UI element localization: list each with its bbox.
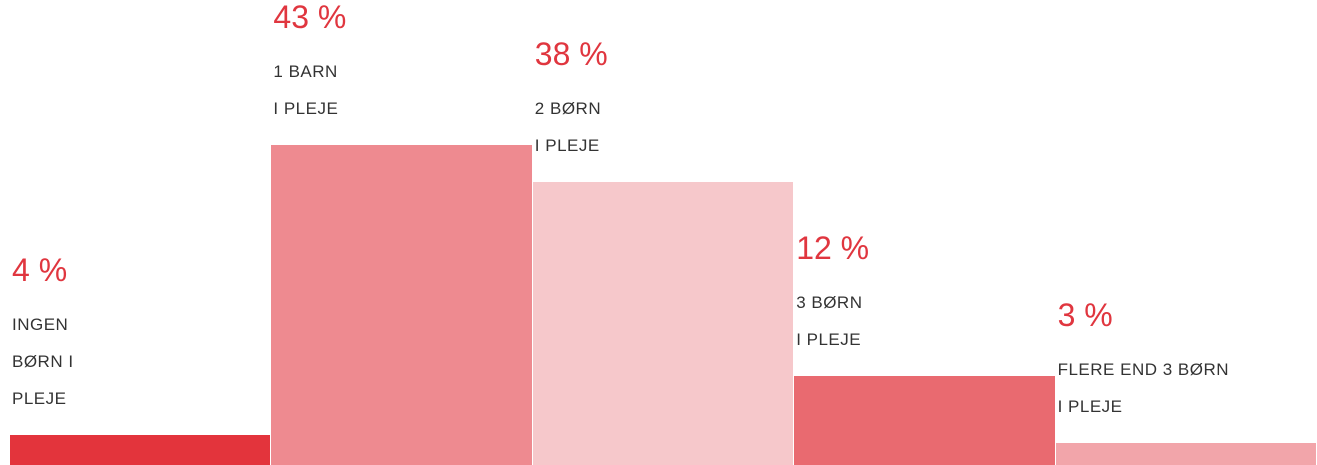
category-label: INGEN BØRN I PLEJE (12, 315, 74, 409)
category-label: 1 BARN I PLEJE (273, 62, 339, 118)
category-label: 3 BØRN I PLEJE (796, 292, 863, 349)
value-label: 3 % (1057, 296, 1113, 333)
bar-label: 4 % INGEN BØRN I PLEJE (12, 250, 74, 417)
bar (1055, 442, 1317, 465)
value-label: 38 % (534, 36, 608, 73)
category-label: FLERE END 3 BØRN I PLEJE (1057, 359, 1230, 416)
value-label: 4 % (12, 252, 68, 289)
bar-label: 12 % 3 BØRN I PLEJE (796, 228, 869, 358)
category-label: 2 BØRN I PLEJE (534, 99, 602, 156)
bar-label: 38 % 2 BØRN I PLEJE (535, 34, 608, 164)
value-label: 43 % (273, 0, 347, 35)
value-label: 12 % (796, 229, 870, 266)
bar (271, 145, 533, 465)
bar-label: 3 % FLERE END 3 BØRN I PLEJE (1058, 295, 1229, 425)
bar (794, 375, 1056, 465)
bar-label: 43 % 1 BARN I PLEJE (273, 0, 346, 127)
bar (532, 182, 795, 465)
bar (10, 435, 272, 465)
